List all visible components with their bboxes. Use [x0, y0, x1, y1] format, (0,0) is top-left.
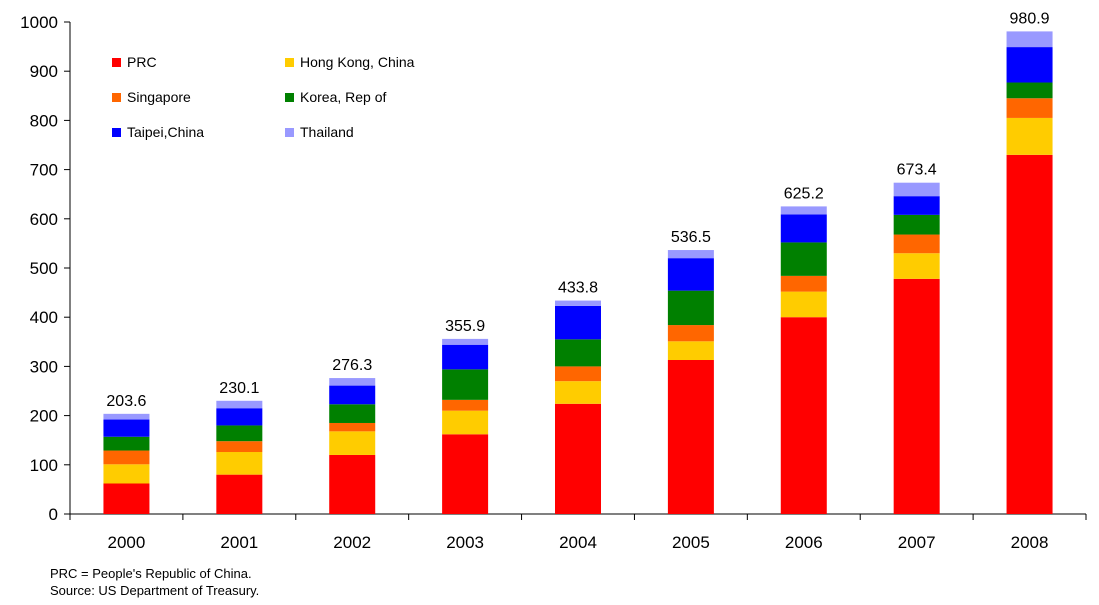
bar-segment-taipei-china-2003 [442, 344, 489, 370]
bar-segment-prc-2006 [780, 317, 827, 514]
y-tick-label: 300 [30, 357, 58, 376]
y-tick-label: 0 [49, 505, 58, 524]
legend-label: Thailand [300, 124, 354, 140]
legend-swatch [112, 58, 121, 67]
legend-swatch [285, 93, 294, 102]
bar-segment-hong-kong-china-2005 [667, 341, 714, 361]
x-tick-label: 2004 [559, 533, 597, 552]
bar-segment-thailand-2007 [893, 182, 940, 197]
bar-total-label: 980.9 [1010, 10, 1050, 27]
bar-total-label: 433.8 [558, 280, 598, 297]
bar-segment-singapore-2001 [216, 441, 263, 453]
x-tick-label: 2007 [898, 533, 936, 552]
bar-segment-korea-rep-of-2000 [103, 436, 150, 451]
bar-segment-singapore-2003 [442, 399, 489, 411]
bar-segment-taipei-china-2001 [216, 408, 263, 426]
bar-segment-thailand-2008 [1006, 31, 1053, 48]
y-tick-label: 100 [30, 456, 58, 475]
y-tick-label: 200 [30, 407, 58, 426]
bar-segment-prc-2004 [555, 403, 601, 514]
legend-label: PRC [127, 54, 157, 70]
x-tick-label: 2008 [1011, 533, 1049, 552]
y-tick-label: 900 [30, 62, 58, 81]
legend-swatch [285, 128, 294, 137]
bar-segment-prc-2001 [216, 474, 263, 514]
bar-segment-korea-rep-of-2007 [893, 214, 940, 235]
bar-segment-prc-2002 [329, 454, 376, 514]
bar-segment-singapore-2007 [893, 234, 940, 254]
bar-segment-korea-rep-of-2006 [780, 242, 827, 276]
bar-segment-korea-rep-of-2003 [442, 369, 489, 400]
bar-segment-taipei-china-2006 [780, 214, 827, 243]
x-tick-label: 2006 [785, 533, 823, 552]
bar-segment-prc-2005 [667, 360, 714, 514]
bar-segment-thailand-2004 [555, 300, 601, 306]
bar-segment-thailand-2002 [329, 378, 376, 386]
x-tick-label: 2003 [446, 533, 484, 552]
source-note: Source: US Department of Treasury. [50, 583, 260, 598]
bar-segment-korea-rep-of-2004 [555, 339, 601, 367]
bar-segment-prc-2008 [1006, 154, 1053, 514]
bar-segment-singapore-2004 [555, 366, 601, 382]
bar-total-label: 230.1 [219, 380, 259, 397]
bar-segment-thailand-2005 [667, 250, 714, 259]
bar-segment-hong-kong-china-2003 [442, 410, 489, 435]
x-tick-label: 2000 [108, 533, 146, 552]
bar-segment-singapore-2002 [329, 422, 376, 432]
abbreviation-note: PRC = People's Republic of China. [50, 566, 252, 581]
bar-segment-thailand-2000 [103, 413, 150, 420]
bar-segment-hong-kong-china-2007 [893, 253, 940, 279]
bar-segment-thailand-2001 [216, 400, 263, 409]
bar-segment-hong-kong-china-2002 [329, 431, 376, 455]
bar-segment-hong-kong-china-2006 [780, 291, 827, 318]
legend-swatch [285, 58, 294, 67]
legend-label: Korea, Rep of [300, 89, 386, 105]
legend-label: Taipei,China [127, 124, 204, 140]
chart-notes: PRC = People's Republic of China. Source… [50, 565, 259, 599]
bar-segment-thailand-2003 [442, 338, 489, 345]
bar-segment-korea-rep-of-2008 [1006, 82, 1053, 99]
y-tick-label: 400 [30, 308, 58, 327]
bar-segment-thailand-2006 [780, 206, 827, 215]
stacked-bar-chart: 0 100 200 300 400 500 600 700 800 900 1000 203.6 200… [20, 10, 1087, 552]
bar-segment-hong-kong-china-2004 [555, 381, 601, 404]
bar-segment-hong-kong-china-2001 [216, 452, 263, 475]
bar-segment-hong-kong-china-2000 [103, 464, 150, 484]
bar-total-label: 355.9 [445, 318, 485, 335]
y-tick-label: 600 [30, 210, 58, 229]
bar-segment-taipei-china-2000 [103, 419, 150, 437]
bar-total-label: 276.3 [332, 357, 372, 374]
y-tick-label: 1000 [20, 13, 58, 32]
bar-segment-singapore-2006 [780, 275, 827, 292]
x-tick-label: 2001 [220, 533, 258, 552]
y-tick-label: 800 [30, 111, 58, 130]
legend-label: Hong Kong, China [300, 54, 415, 70]
bar-segment-singapore-2008 [1006, 98, 1053, 118]
bar-segment-korea-rep-of-2001 [216, 425, 263, 442]
bar-segment-prc-2003 [442, 434, 489, 514]
bar-segment-korea-rep-of-2002 [329, 404, 376, 423]
bar-segment-taipei-china-2005 [667, 258, 714, 291]
legend-swatch [112, 93, 121, 102]
bar-segment-taipei-china-2008 [1006, 47, 1053, 83]
bar-segment-taipei-china-2002 [329, 385, 376, 405]
x-tick-label: 2002 [333, 533, 371, 552]
bar-segment-singapore-2005 [667, 325, 714, 342]
bar-segment-prc-2007 [893, 278, 940, 514]
bar-total-label: 203.6 [106, 393, 146, 410]
y-tick-label: 500 [30, 259, 58, 278]
x-tick-label: 2005 [672, 533, 710, 552]
bar-segment-taipei-china-2004 [555, 305, 601, 340]
bar-total-label: 536.5 [671, 229, 711, 246]
bar-segment-prc-2000 [103, 483, 150, 514]
y-tick-label: 700 [30, 161, 58, 180]
bar-segment-korea-rep-of-2005 [667, 290, 714, 326]
bar-segment-singapore-2000 [103, 450, 150, 465]
bar-segment-taipei-china-2007 [893, 196, 940, 215]
bar-total-label: 625.2 [784, 185, 824, 202]
bar-total-label: 673.4 [897, 162, 937, 179]
legend-label: Singapore [127, 89, 191, 105]
bar-segment-hong-kong-china-2008 [1006, 117, 1053, 155]
legend-swatch [112, 128, 121, 137]
